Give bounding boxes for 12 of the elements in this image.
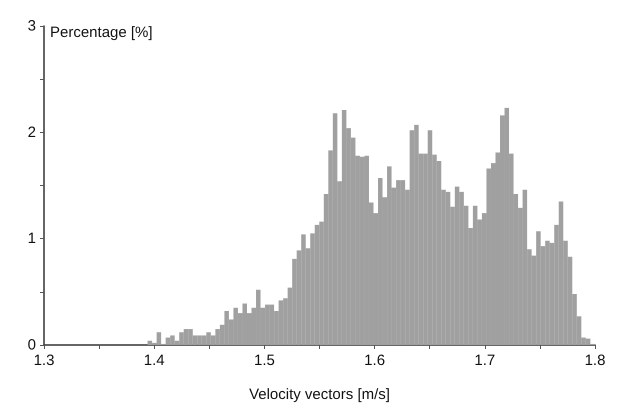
y-axis-title: Percentage [%] <box>50 24 153 41</box>
x-tick-label: 1.5 <box>254 352 275 369</box>
x-tick-label: 1.8 <box>584 352 606 369</box>
y-tick-label: 1 <box>28 230 36 248</box>
x-tick-label: 1.6 <box>364 352 386 369</box>
y-tick-label: 3 <box>28 18 36 34</box>
y-tick-label: 2 <box>28 124 36 141</box>
x-axis-title: Velocity vectors [m/s] <box>249 386 390 403</box>
y-tick-label: 0 <box>28 336 36 354</box>
x-tick-label: 1.4 <box>144 352 165 369</box>
x-tick-label: 1.3 <box>34 352 54 369</box>
x-tick-label: 1.7 <box>474 352 496 369</box>
